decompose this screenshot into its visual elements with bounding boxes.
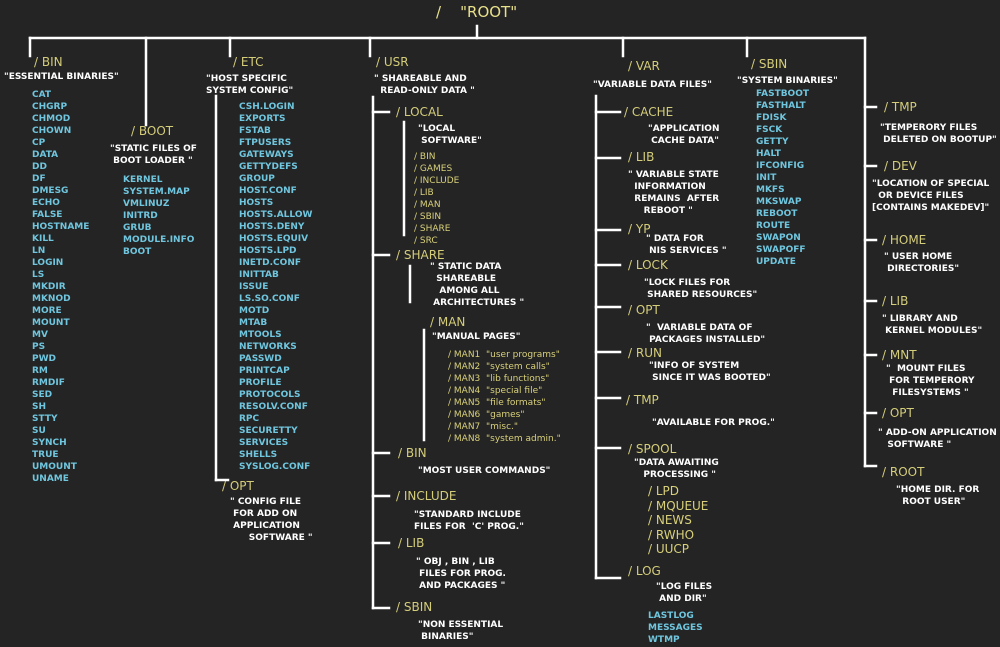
sbin-desc: "SYSTEM BINARIES" bbox=[737, 76, 838, 86]
bin-desc: "ESSENTIAL BINARIES" bbox=[4, 72, 119, 82]
opt-desc: " ADD-ON APPLICATION SOFTWARE " bbox=[878, 428, 997, 450]
var-lib-dir: / LIB bbox=[628, 150, 655, 164]
usr-sbin-desc: "NON ESSENTIAL BINARIES" bbox=[418, 620, 504, 642]
etc-opt-desc: " CONFIG FILE FOR ADD ON APPLICATION SOF… bbox=[230, 497, 313, 543]
usr-bin-desc: "MOST USER COMMANDS" bbox=[418, 466, 551, 476]
usr-desc: " SHAREABLE AND READ-ONLY DATA " bbox=[374, 74, 475, 96]
usr-share-man-dir: / MAN bbox=[430, 315, 466, 329]
var-lib-desc: " VARIABLE STATE INFORMATION REMAINS AFT… bbox=[628, 170, 720, 216]
etc-opt-dir: / OPT bbox=[222, 479, 254, 493]
etc-dir: / ETC bbox=[233, 55, 264, 69]
sbin-dir: / SBIN bbox=[751, 57, 788, 71]
var-desc: "VARIABLE DATA FILES" bbox=[593, 80, 712, 90]
tmp-desc: "TEMPERORY FILES DELETED ON BOOTUP" bbox=[880, 123, 997, 145]
usr-lib-dir: / LIB bbox=[398, 536, 425, 550]
mnt-desc: " MOUNT FILES FOR TEMPERORY FILESYSTEMS … bbox=[886, 364, 975, 398]
var-spool-desc: "DATA AWAITING PROCESSING " bbox=[634, 458, 719, 480]
root-desc: "HOME DIR. FOR ROOT USER" bbox=[896, 485, 980, 507]
boot-files: KERNEL SYSTEM.MAP VMLINUZ INITRD GRUB MO… bbox=[123, 175, 195, 257]
var-opt-dir: / OPT bbox=[628, 303, 660, 317]
boot-desc: "STATIC FILES OF BOOT LOADER " bbox=[110, 144, 197, 166]
bin-files: CAT CHGRP CHMOD CHOWN CP DATA DD DF DMES… bbox=[32, 90, 90, 484]
var-tmp-desc: "AVAILABLE FOR PROG." bbox=[652, 418, 775, 428]
var-cache-dir: / CACHE bbox=[624, 105, 674, 119]
lib-dir: / LIB bbox=[882, 294, 909, 308]
home-dir: / HOME bbox=[882, 233, 927, 247]
dev-dir: / DEV bbox=[884, 159, 917, 173]
boot-dir: / BOOT bbox=[131, 124, 174, 138]
lib-desc: " LIBRARY AND KERNEL MODULES" bbox=[882, 314, 983, 336]
usr-include-desc: "STANDARD INCLUDE FILES FOR 'C' PROG." bbox=[414, 510, 524, 532]
usr-local-dir: / LOCAL bbox=[396, 105, 443, 119]
var-cache-desc: "APPLICATION CACHE DATA" bbox=[648, 124, 720, 146]
var-log-files: LASTLOG MESSAGES WTMP bbox=[648, 611, 703, 645]
usr-local-subdirs: / BIN / GAMES / INCLUDE / LIB / MAN / SB… bbox=[414, 152, 460, 246]
sbin-files: FASTBOOT FASTHALT FDISK FSCK GETTY HALT … bbox=[756, 89, 810, 267]
usr-share-man-desc: "MANUAL PAGES" bbox=[432, 332, 521, 342]
var-opt-desc: " VARIABLE DATA OF PACKAGES INSTALLED" bbox=[646, 323, 766, 345]
var-yp-desc: " DATA FOR NIS SERVICES " bbox=[646, 234, 727, 256]
var-log-dir: / LOG bbox=[628, 564, 661, 578]
var-tmp-dir: / TMP bbox=[626, 393, 659, 407]
etc-desc: "HOST SPECIFIC SYSTEM CONFIG" bbox=[206, 74, 294, 96]
usr-dir: / USR bbox=[376, 55, 409, 69]
opt-dir: / OPT bbox=[882, 406, 914, 420]
usr-bin-dir: / BIN bbox=[398, 446, 427, 460]
root-label: / "ROOT" bbox=[436, 3, 518, 21]
bin-dir: / BIN bbox=[34, 55, 63, 69]
root-dir: / ROOT bbox=[882, 465, 925, 479]
dev-desc: "LOCATION OF SPECIAL OR DEVICE FILES [CO… bbox=[872, 179, 990, 213]
var-yp-dir: / YP bbox=[628, 222, 651, 236]
usr-local-desc: "LOCAL SOFTWARE" bbox=[418, 124, 482, 146]
mnt-dir: / MNT bbox=[882, 348, 917, 362]
etc-files: CSH.LOGIN EXPORTS FSTAB FTPUSERS GATEWAY… bbox=[239, 102, 313, 472]
usr-lib-desc: " OBJ , BIN , LIB FILES FOR PROG. AND PA… bbox=[416, 557, 506, 591]
home-desc: " USER HOME DIRECTORIES" bbox=[884, 252, 960, 274]
usr-sbin-dir: / SBIN bbox=[396, 600, 433, 614]
usr-include-dir: / INCLUDE bbox=[396, 489, 457, 503]
tmp-dir: / TMP bbox=[884, 100, 917, 114]
var-run-dir: / RUN bbox=[628, 346, 662, 360]
var-dir: / VAR bbox=[628, 59, 660, 73]
var-lock-dir: / LOCK bbox=[628, 258, 668, 272]
var-log-desc: "LOG FILES AND DIR" bbox=[656, 582, 713, 604]
var-spool-subdirs: / LPD / MQUEUE / NEWS / RWHO / UUCP bbox=[648, 484, 709, 556]
var-lock-desc: "LOCK FILES FOR SHARED RESOURCES" bbox=[644, 278, 758, 300]
var-run-desc: "INFO OF SYSTEM SINCE IT WAS BOOTED" bbox=[649, 361, 771, 383]
var-spool-dir: / SPOOL bbox=[628, 442, 677, 456]
usr-share-desc: " STATIC DATA SHAREABLE AMONG ALL ARCHIT… bbox=[430, 262, 525, 308]
usr-share-dir: / SHARE bbox=[396, 248, 445, 262]
usr-share-man-sections: / MAN1 "user programs" / MAN2 "system ca… bbox=[448, 350, 561, 444]
